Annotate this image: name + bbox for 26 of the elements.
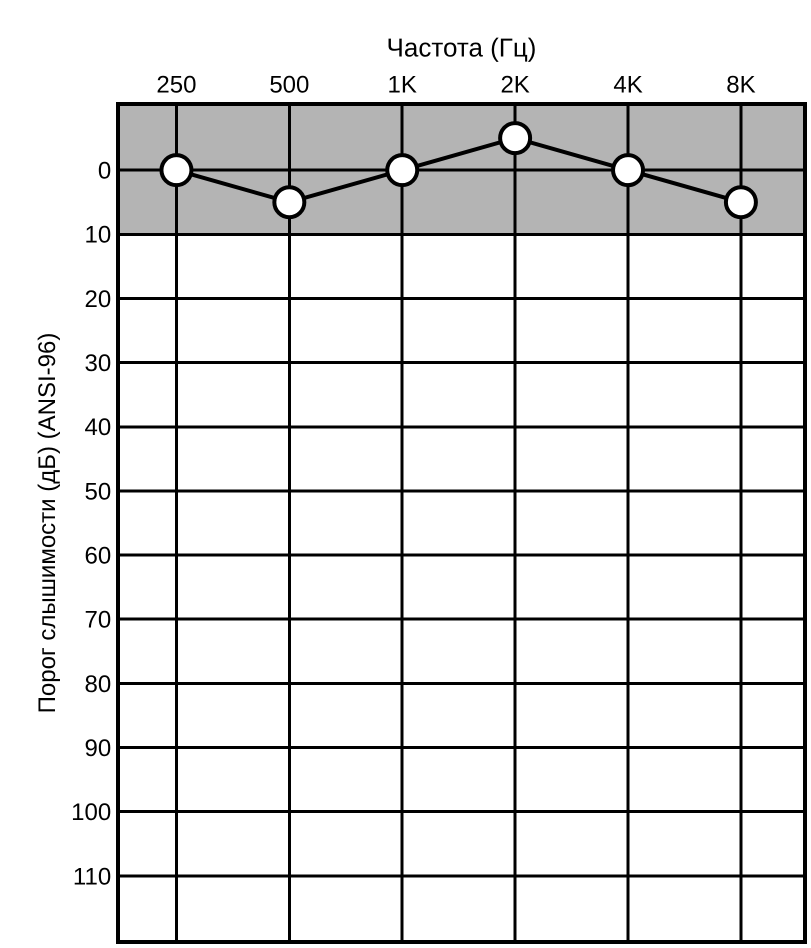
x-tick-label: 500 xyxy=(269,71,310,98)
point xyxy=(498,121,532,156)
point xyxy=(724,185,758,220)
x-tick-label: 2K xyxy=(500,71,530,98)
point xyxy=(385,153,420,188)
y-axis-title: Порог слышимости (дБ) (ANSI-96) xyxy=(34,332,61,714)
y-tick-label: 10 xyxy=(84,222,112,249)
y-tick-label: 20 xyxy=(84,286,112,313)
x-tick-label: 250 xyxy=(156,71,196,98)
y-tick-label: 110 xyxy=(72,863,112,890)
y-tick-label: 60 xyxy=(84,542,112,570)
point xyxy=(611,153,646,188)
x-tick-label: 8K xyxy=(726,71,756,98)
point xyxy=(159,153,194,188)
point xyxy=(272,185,306,220)
y-tick-label: 30 xyxy=(84,350,112,378)
x-tick-label: 4K xyxy=(613,71,643,98)
x-axis-title: Частота (Гц) xyxy=(386,32,536,62)
y-tick-label: 70 xyxy=(84,606,112,634)
y-tick-label: 0 xyxy=(98,158,112,185)
x-tick-label: 1K xyxy=(388,71,417,98)
y-tick-label: 40 xyxy=(84,414,112,442)
y-tick-label: 90 xyxy=(84,734,112,762)
y-tick-label: 100 xyxy=(71,799,112,826)
y-tick-label: 80 xyxy=(84,670,112,698)
y-tick-label: 50 xyxy=(84,478,112,506)
